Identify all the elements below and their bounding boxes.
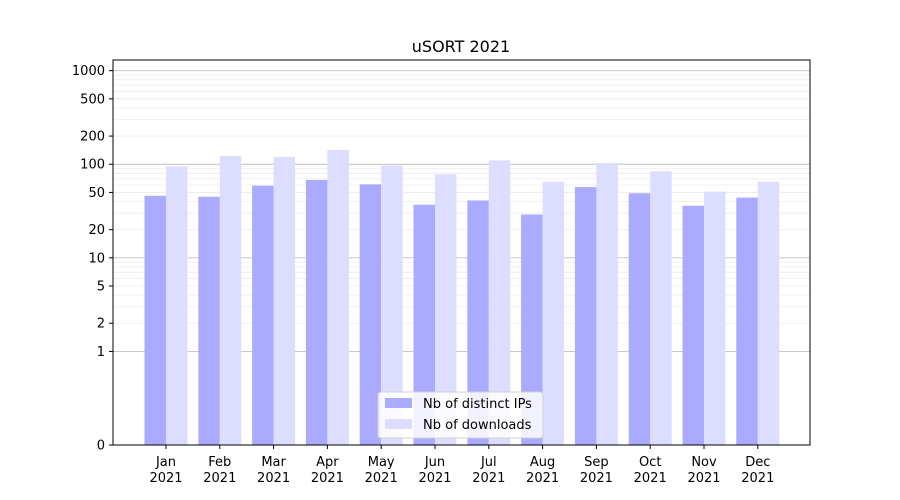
legend-swatch: [385, 419, 412, 429]
x-tick-label: 2021: [418, 471, 451, 486]
bar-distinct-ips: [628, 193, 651, 445]
bar-distinct-ips: [252, 185, 274, 446]
y-tick-label: 1000: [72, 64, 105, 79]
chart-title: uSORT 2021: [412, 37, 510, 56]
x-tick-label: 2021: [472, 471, 505, 486]
bar-downloads: [704, 191, 726, 445]
bar-distinct-ips: [574, 187, 597, 445]
y-tick-label: 10: [88, 251, 105, 266]
legend-label: Nb of downloads: [423, 418, 532, 433]
x-tick-label: 2021: [311, 471, 344, 486]
bar-distinct-ips: [467, 200, 489, 445]
x-tick-label: Sep: [584, 455, 609, 470]
x-tick-label: Jun: [424, 455, 445, 470]
x-tick-label: Dec: [745, 455, 770, 470]
x-tick-label: Nov: [691, 455, 717, 470]
x-tick-label: Jan: [155, 455, 176, 470]
bar-downloads: [327, 149, 349, 445]
bar-downloads: [757, 181, 780, 446]
x-tick-label: 2021: [687, 471, 720, 486]
bar-downloads: [435, 174, 457, 445]
x-tick-label: 2021: [741, 471, 774, 486]
bar-downloads: [542, 181, 565, 446]
plot-frame: [112, 59, 811, 446]
bar-downloads: [166, 166, 188, 445]
bar-downloads: [273, 156, 296, 446]
x-tick-label: 2021: [203, 471, 236, 486]
bar-distinct-ips: [305, 179, 328, 445]
y-tick-label: 2: [97, 317, 105, 332]
y-tick-label: 100: [80, 158, 105, 173]
y-tick-label: 20: [88, 223, 105, 238]
y-tick-label: 1: [97, 345, 105, 360]
bar-downloads: [219, 156, 242, 445]
x-tick-label: 2021: [257, 471, 290, 486]
bar-distinct-ips: [144, 195, 166, 445]
legend: Nb of distinct IPs Nb of downloads: [377, 391, 544, 439]
legend-label: Nb of distinct IPs: [423, 397, 532, 412]
x-tick-label: May: [368, 455, 395, 470]
x-tick-label: 2021: [634, 471, 667, 486]
bars: [144, 149, 780, 446]
x-tick-label: 2021: [149, 471, 182, 486]
y-tick-label: 0: [97, 439, 105, 454]
legend-box: [377, 391, 544, 439]
bar-downloads: [488, 160, 511, 445]
bar-downloads: [650, 171, 672, 445]
bar-distinct-ips: [413, 204, 435, 445]
x-tick-label: Feb: [208, 455, 231, 470]
y-axis: 0 1 2 5 10 20 50 100 200 500 1000: [72, 64, 113, 454]
x-tick-label: 2021: [580, 471, 613, 486]
bar-distinct-ips: [198, 196, 220, 445]
x-tick-label: Oct: [639, 455, 661, 470]
y-tick-label: 500: [80, 92, 105, 107]
bar-downloads: [596, 163, 618, 445]
legend-swatch: [385, 398, 412, 408]
x-axis: Jan2021Feb2021Mar2021Apr2021May2021Jun20…: [149, 445, 774, 486]
bar-distinct-ips: [682, 205, 704, 445]
x-tick-label: Mar: [261, 455, 286, 470]
x-tick-label: Aug: [530, 455, 555, 470]
y-tick-label: 200: [80, 130, 105, 145]
bar-distinct-ips: [521, 214, 543, 445]
bar-distinct-ips: [359, 184, 382, 445]
x-tick-label: Apr: [316, 455, 339, 470]
x-tick-label: 2021: [526, 471, 559, 486]
x-tick-label: 2021: [365, 471, 398, 486]
y-tick-label: 50: [88, 186, 105, 201]
bar-distinct-ips: [736, 197, 758, 445]
x-tick-label: Jul: [480, 455, 497, 470]
y-tick-label: 5: [97, 280, 105, 295]
bar-downloads: [381, 165, 403, 446]
